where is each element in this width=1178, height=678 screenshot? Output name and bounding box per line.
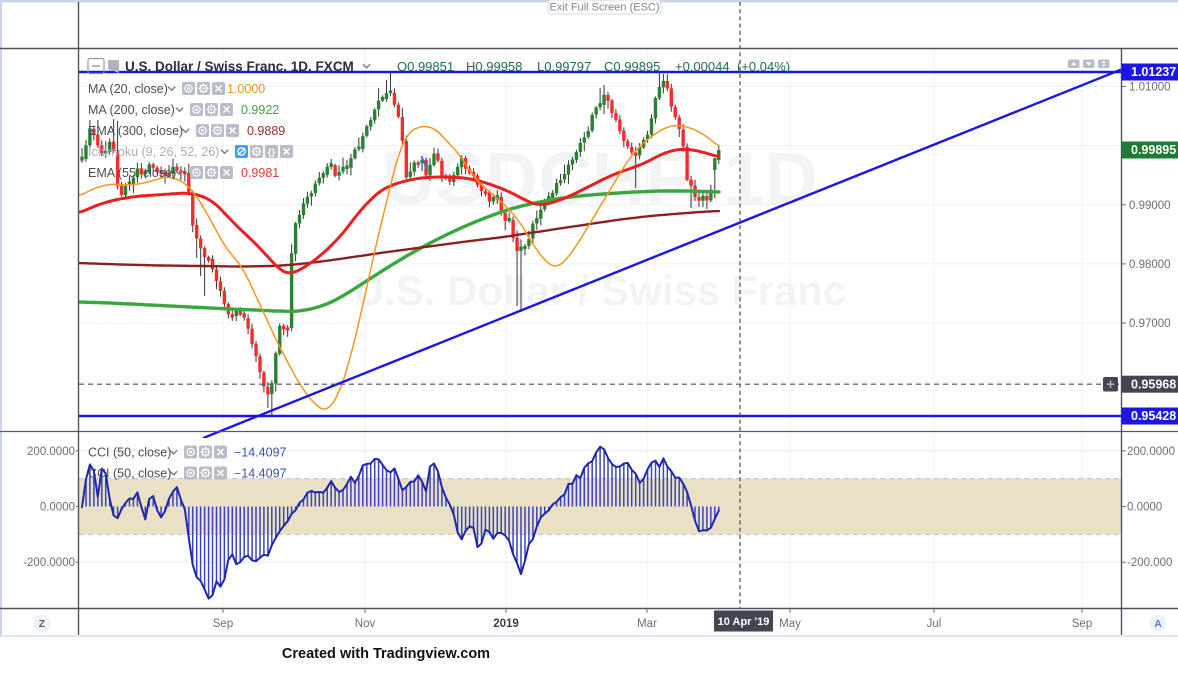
svg-text:Exit Full Screen (ESC): Exit Full Screen (ESC): [549, 2, 659, 14]
svg-text:1.01237: 1.01237: [1131, 65, 1176, 79]
svg-text:Ichimoku (9, 26, 52, 26): Ichimoku (9, 26, 52, 26): [88, 145, 219, 159]
svg-text:EMA (55, close): EMA (55, close): [88, 166, 176, 180]
svg-text:−14.4097: −14.4097: [234, 446, 287, 460]
svg-text:0.99895: 0.99895: [1131, 143, 1176, 157]
svg-text:Sep: Sep: [1072, 618, 1092, 630]
svg-text:Jul: Jul: [927, 618, 942, 630]
svg-text:0.9922: 0.9922: [241, 103, 279, 117]
svg-text:+0.00044: +0.00044: [675, 59, 730, 74]
svg-text:O0.99851: O0.99851: [397, 59, 454, 74]
svg-text:U.S. Dollar / Swiss Franc: U.S. Dollar / Swiss Franc: [354, 267, 847, 314]
svg-text:MA (200, close): MA (200, close): [88, 103, 175, 117]
svg-text:-200.0000: -200.0000: [23, 557, 75, 569]
svg-text:-200.000: -200.000: [1127, 557, 1172, 569]
svg-text:Nov: Nov: [355, 618, 376, 630]
svg-text:Created with Tradingview.com: Created with Tradingview.com: [282, 646, 490, 662]
svg-text:200.0000: 200.0000: [1127, 446, 1175, 458]
svg-text:CCI (50, close): CCI (50, close): [88, 446, 171, 460]
svg-text:EMA (300, close): EMA (300, close): [88, 124, 183, 138]
svg-text:(+0.04%): (+0.04%): [737, 59, 790, 74]
svg-text:1.0000: 1.0000: [227, 82, 265, 96]
svg-text:0.95968: 0.95968: [1131, 377, 1176, 391]
svg-text:{}: {}: [268, 147, 276, 158]
svg-text:L0.99797: L0.99797: [537, 59, 591, 74]
svg-text:0.0000: 0.0000: [40, 502, 75, 514]
svg-text:0.98000: 0.98000: [1129, 259, 1171, 271]
svg-text:H0.99958: H0.99958: [466, 59, 522, 74]
svg-text:2019: 2019: [493, 618, 519, 630]
svg-text:0.97000: 0.97000: [1129, 318, 1171, 330]
svg-text:Mar: Mar: [637, 618, 657, 630]
svg-text:A: A: [1154, 618, 1162, 630]
svg-text:200.0000: 200.0000: [27, 446, 75, 458]
svg-text:0.9981: 0.9981: [241, 166, 279, 180]
svg-text:0.95428: 0.95428: [1131, 409, 1176, 423]
svg-text:1.01000: 1.01000: [1129, 82, 1171, 94]
svg-text:0.0000: 0.0000: [1127, 502, 1162, 514]
svg-text:C0.99895: C0.99895: [604, 59, 660, 74]
svg-text:−14.4097: −14.4097: [234, 467, 287, 481]
svg-text:MA (20, close): MA (20, close): [88, 82, 168, 96]
svg-text:Sep: Sep: [213, 618, 233, 630]
svg-text:CCI (50, close): CCI (50, close): [88, 467, 171, 481]
svg-text:U.S. Dollar / Swiss Franc, 1D,: U.S. Dollar / Swiss Franc, 1D, FXCM: [125, 59, 354, 74]
svg-text:0.9889: 0.9889: [247, 124, 285, 138]
svg-text:May: May: [779, 618, 801, 630]
svg-text:Z: Z: [39, 618, 46, 630]
svg-text:0.99000: 0.99000: [1129, 200, 1171, 212]
svg-text:10 Apr '19: 10 Apr '19: [718, 616, 770, 628]
